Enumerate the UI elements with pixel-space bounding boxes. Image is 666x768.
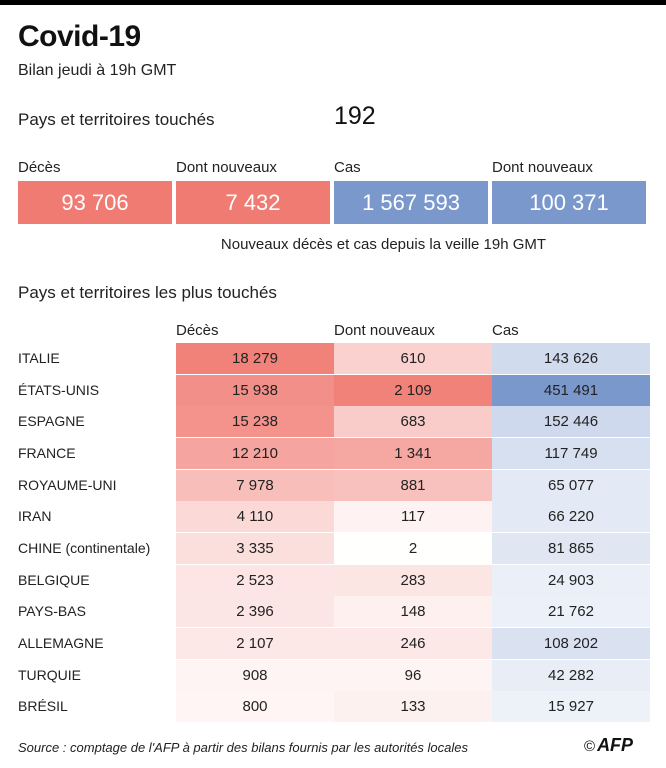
column-header-new-deaths: Dont nouveaux <box>334 322 435 339</box>
summary-new-cases-box: 100 371 <box>492 181 646 224</box>
cell-deaths: 2 396 <box>176 596 334 628</box>
summary-new-cases-value: 100 371 <box>529 189 609 215</box>
cell-deaths: 18 279 <box>176 343 334 374</box>
row-country-label: FRANCE <box>18 444 76 461</box>
cell-deaths: 12 210 <box>176 437 334 469</box>
row-country-label: IRAN <box>18 508 52 525</box>
row-country-label: BRÉSIL <box>18 698 68 715</box>
cell-new-deaths: 610 <box>334 343 492 374</box>
cell-new-deaths: 1 341 <box>334 437 492 469</box>
summary-cases-value: 1 567 593 <box>362 189 460 215</box>
summary-deaths-label: Décès <box>18 159 61 176</box>
countries-touched-value: 192 <box>334 102 376 130</box>
cell-cases: 21 762 <box>492 596 650 628</box>
cell-deaths: 800 <box>176 691 334 723</box>
row-country-label: ROYAUME-UNI <box>18 476 117 493</box>
summary-new-cases-label: Dont nouveaux <box>492 159 593 176</box>
table-title: Pays et territoires les plus touchés <box>18 283 277 302</box>
source-note: Source : comptage de l'AFP à partir des … <box>18 740 469 755</box>
cell-deaths: 7 978 <box>176 469 334 501</box>
cell-cases: 143 626 <box>492 343 650 374</box>
row-country-label: BELGIQUE <box>18 571 90 588</box>
cell-deaths: 3 335 <box>176 532 334 564</box>
row-country-label: PAYS-BAS <box>18 603 86 620</box>
cell-deaths: 15 938 <box>176 374 334 406</box>
column-header-cases: Cas <box>492 322 519 339</box>
cell-new-deaths: 133 <box>334 691 492 723</box>
row-country-label: ESPAGNE <box>18 413 85 430</box>
cell-new-deaths: 117 <box>334 501 492 533</box>
cell-new-deaths: 881 <box>334 469 492 501</box>
cell-deaths: 15 238 <box>176 406 334 438</box>
cell-new-deaths: 2 109 <box>334 374 492 406</box>
row-country-label: CHINE (continentale) <box>18 539 151 556</box>
summary-new-deaths-value: 7 432 <box>225 189 281 215</box>
cell-cases: 66 220 <box>492 501 650 533</box>
cell-cases: 81 865 <box>492 532 650 564</box>
summary-deaths-value: 93 706 <box>61 189 129 215</box>
afp-logo: © AFP <box>584 735 633 756</box>
cell-cases: 15 927 <box>492 691 650 723</box>
summary-note-wrap: Nouveaux décès et cas depuis la veille 1… <box>0 236 666 253</box>
cell-new-deaths: 246 <box>334 627 492 659</box>
cell-cases: 117 749 <box>492 437 650 469</box>
summary-deaths-box: 93 706 <box>18 181 172 224</box>
cell-cases: 152 446 <box>492 406 650 438</box>
copyright-symbol: © <box>584 738 596 755</box>
summary-cases-label: Cas <box>334 159 361 176</box>
countries-touched-label: Pays et territoires touchés <box>18 110 215 129</box>
afp-logo-text: AFP <box>597 735 634 755</box>
cell-new-deaths: 96 <box>334 659 492 691</box>
cell-deaths: 2 523 <box>176 564 334 596</box>
page-title: Covid-19 <box>18 20 141 53</box>
summary-new-deaths-box: 7 432 <box>176 181 330 224</box>
row-country-label: ÉTATS-UNIS <box>18 381 100 398</box>
cell-deaths: 908 <box>176 659 334 691</box>
cell-cases: 108 202 <box>492 627 650 659</box>
summary-cases-box: 1 567 593 <box>334 181 488 224</box>
cell-deaths: 2 107 <box>176 627 334 659</box>
row-country-label: ITALIE <box>18 350 60 366</box>
top-bar <box>0 0 666 5</box>
cell-cases: 24 903 <box>492 564 650 596</box>
cell-new-deaths: 2 <box>334 532 492 564</box>
row-country-label: ALLEMAGNE <box>18 634 104 651</box>
summary-note: Nouveaux décès et cas depuis la veille 1… <box>220 236 547 253</box>
cell-cases: 42 282 <box>492 659 650 691</box>
cell-new-deaths: 148 <box>334 596 492 628</box>
cell-deaths: 4 110 <box>176 501 334 533</box>
row-country-label: TURQUIE <box>18 666 81 683</box>
cell-new-deaths: 683 <box>334 406 492 438</box>
column-header-deaths: Décès <box>176 322 219 339</box>
summary-new-deaths-label: Dont nouveaux <box>176 159 277 176</box>
cell-new-deaths: 283 <box>334 564 492 596</box>
cell-cases: 65 077 <box>492 469 650 501</box>
cell-cases: 451 491 <box>492 374 650 406</box>
page-subtitle: Bilan jeudi à 19h GMT <box>18 62 177 79</box>
